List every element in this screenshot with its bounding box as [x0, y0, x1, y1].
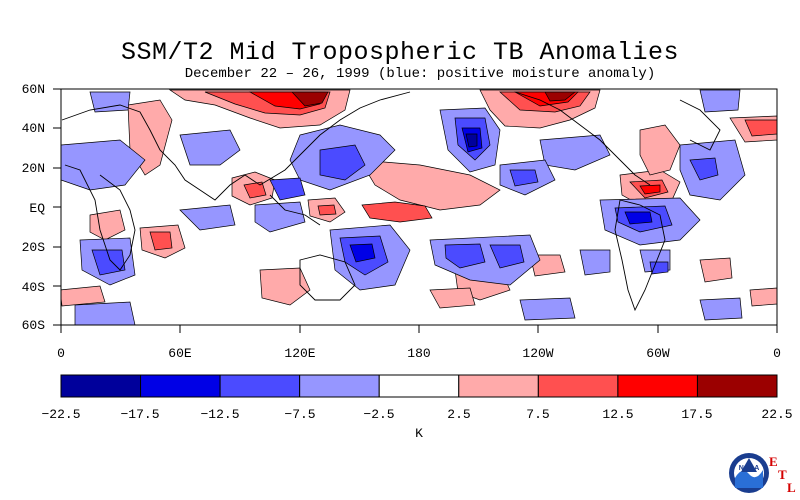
lat-label: 60S	[22, 318, 46, 333]
colorbar-tick-labels: −22.5 −17.5 −12.5 −7.5 −2.5 2.5 7.5 12.5…	[41, 407, 792, 422]
lon-label: 0	[773, 346, 781, 361]
colorbar-unit: K	[415, 426, 423, 441]
lat-label: 20N	[22, 161, 45, 176]
colorbar-swatch	[458, 374, 539, 398]
colorbar-swatch	[219, 374, 301, 398]
colorbar-swatch	[299, 374, 380, 398]
axis-ticks	[53, 88, 778, 333]
colorbar-swatch	[378, 374, 460, 398]
colorbar-swatch	[140, 374, 221, 398]
lon-label: 180	[407, 346, 430, 361]
noaa-logo-icon: NOAA	[729, 453, 769, 493]
etl-letter: L	[787, 480, 796, 495]
lat-label: 40S	[22, 280, 46, 295]
colorbar-swatch	[696, 374, 778, 398]
lat-label: 20S	[22, 240, 46, 255]
lon-label: 60E	[168, 346, 192, 361]
lat-label: 60N	[22, 82, 45, 97]
positive-anomaly-regions	[61, 89, 777, 309]
colorbar	[60, 374, 778, 398]
latitude-labels: 60N 40N 20N EQ 20S 40S 60S	[22, 82, 46, 333]
noaa-logo-text: NOAA	[739, 465, 760, 472]
lon-label: 0	[57, 346, 65, 361]
colorbar-tick-label: 2.5	[447, 407, 470, 422]
etl-letter: T	[778, 467, 787, 482]
negative-anomaly-regions	[61, 89, 746, 325]
colorbar-swatch	[537, 374, 619, 398]
colorbar-tick-label: −7.5	[284, 407, 315, 422]
colorbar-tick-label: 17.5	[681, 407, 712, 422]
colorbar-tick-label: 12.5	[602, 407, 633, 422]
longitude-labels: 0 60E 120E 180 120W 60W 0	[57, 346, 781, 361]
colorbar-tick-label: −22.5	[41, 407, 80, 422]
coastlines	[61, 91, 721, 312]
lon-label: 60W	[646, 346, 670, 361]
colorbar-tick-label: 22.5	[761, 407, 792, 422]
chart-title: SSM/T2 Mid Tropospheric TB Anomalies	[120, 38, 680, 67]
lon-label: 120E	[284, 346, 315, 361]
colorbar-tick-label: −12.5	[200, 407, 239, 422]
lat-label: 40N	[22, 121, 45, 136]
colorbar-swatch	[60, 374, 142, 398]
colorbar-tick-label: −17.5	[120, 407, 159, 422]
chart-subtitle: December 22 – 26, 1999 (blue: positive m…	[184, 66, 656, 82]
lon-label: 120W	[522, 346, 553, 361]
anomaly-field	[61, 89, 777, 325]
colorbar-tick-label: 7.5	[526, 407, 549, 422]
colorbar-tick-label: −2.5	[363, 407, 394, 422]
lat-label: EQ	[29, 201, 45, 216]
etl-letter: E	[769, 454, 778, 469]
colorbar-swatch	[617, 374, 698, 398]
